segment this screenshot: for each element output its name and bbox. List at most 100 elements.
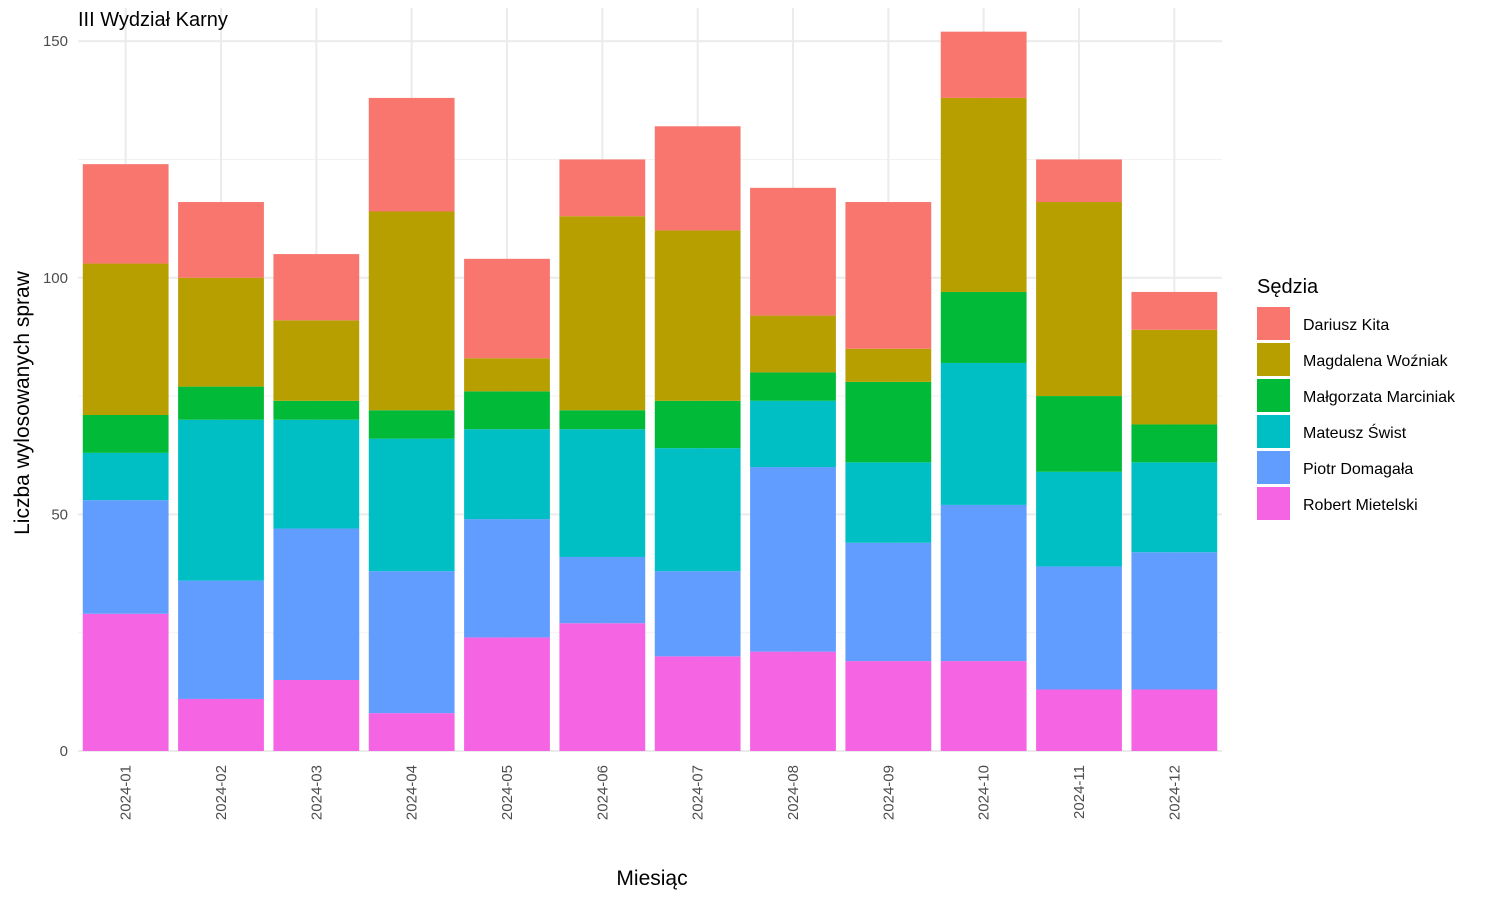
bar-segment — [845, 661, 932, 751]
bar-segment — [654, 571, 741, 657]
bar-segment — [178, 202, 264, 278]
x-tick-label: 2024-02 — [213, 765, 230, 820]
x-tick-label: 2024-10 — [976, 765, 993, 820]
x-tick-label: 2024-07 — [690, 765, 707, 820]
bar-segment — [273, 400, 360, 420]
legend-swatch — [1257, 343, 1290, 376]
bar-segment — [1036, 202, 1122, 397]
bar-segment — [654, 400, 741, 449]
bar-segment — [82, 263, 169, 415]
bar-segment — [559, 556, 646, 624]
bar-segment — [845, 348, 932, 382]
legend-title: Sędzia — [1257, 276, 1319, 298]
legend-label: Piotr Domagała — [1303, 461, 1413, 478]
x-tick-label: 2024-08 — [785, 765, 802, 820]
y-tick-label: 100 — [43, 270, 68, 287]
bar-segment — [273, 528, 360, 681]
bar-segment — [654, 126, 741, 231]
y-axis-ticks: 0 50 100 150 — [43, 33, 68, 760]
bar-segment — [845, 381, 932, 463]
bar-segment — [273, 680, 360, 751]
bar-segment — [1036, 689, 1122, 751]
bar-segment — [464, 258, 550, 359]
bar-segment — [368, 211, 455, 411]
legend-label: Mateusz Świst — [1303, 423, 1407, 442]
bar-segment — [559, 429, 646, 557]
bar-segment — [464, 429, 550, 520]
legend-swatch — [1257, 487, 1290, 520]
bar-segment — [1036, 471, 1122, 567]
bar-segment — [368, 713, 455, 751]
bar-segment — [1036, 159, 1122, 203]
bar-segment — [750, 467, 836, 652]
bar-segment — [1131, 552, 1218, 690]
bar-segment — [464, 519, 550, 638]
bar-segment — [368, 571, 455, 714]
y-tick-label: 0 — [60, 743, 68, 760]
bar-segment — [559, 410, 646, 430]
bar-segment — [368, 97, 455, 212]
bar-segment — [559, 216, 646, 411]
bar-segment — [464, 637, 550, 751]
bar-segment — [1036, 566, 1122, 690]
x-tick-label: 2024-09 — [880, 765, 897, 820]
x-tick-label: 2024-03 — [308, 765, 325, 820]
bar-segment — [1131, 424, 1218, 463]
x-axis-ticks: 2024-01 2024-02 2024-03 2024-04 2024-05 2024-… — [118, 765, 1184, 820]
bar-segment — [273, 320, 360, 401]
bar-segment — [82, 452, 169, 501]
bar-segment — [178, 419, 264, 581]
bar-segment — [845, 462, 932, 543]
bar-segment — [82, 500, 169, 614]
bar-segment — [273, 419, 360, 529]
bar-segment — [178, 277, 264, 387]
bar-segment — [940, 362, 1027, 505]
bar-segment — [845, 202, 932, 349]
legend-label: Robert Mietelski — [1303, 497, 1418, 514]
bar-segment — [940, 291, 1027, 363]
bar-segment — [940, 97, 1027, 292]
x-tick-label: 2024-11 — [1071, 765, 1088, 819]
bar-segment — [464, 391, 550, 430]
bar-segment — [654, 656, 741, 751]
bar-segment — [178, 698, 264, 751]
bar-segment — [178, 386, 264, 420]
bar-segment — [464, 358, 550, 392]
bar-segment — [1036, 396, 1122, 472]
legend: Sędzia Dariusz Kita Magdalena Woźniak Małg… — [1257, 276, 1456, 520]
legend-swatch — [1257, 415, 1290, 448]
bar-segment — [82, 613, 169, 751]
bar-segment — [654, 230, 741, 401]
bar-segment — [273, 254, 360, 321]
legend-swatch — [1257, 379, 1290, 412]
legend-label: Małgorzata Marciniak — [1303, 389, 1456, 406]
bar-segment — [1131, 329, 1218, 425]
bars — [82, 31, 1218, 751]
chart-title: III Wydział Karny — [78, 9, 228, 31]
bar-segment — [940, 504, 1027, 662]
bar-segment — [1131, 689, 1218, 751]
bar-segment — [1131, 291, 1218, 330]
x-axis-title: Miesiąc — [616, 867, 687, 890]
bar-segment — [750, 651, 836, 751]
bar-segment — [82, 414, 169, 453]
bar-segment — [845, 542, 932, 662]
bar-segment — [368, 438, 455, 572]
bar-segment — [940, 31, 1027, 98]
x-tick-label: 2024-01 — [118, 765, 135, 820]
y-axis-title: Liczba wylosowanych spraw — [11, 270, 34, 535]
x-tick-label: 2024-06 — [594, 765, 611, 820]
bar-segment — [940, 661, 1027, 751]
bar-segment — [654, 448, 741, 572]
bar-segment — [750, 187, 836, 316]
y-tick-label: 50 — [51, 506, 68, 523]
bar-segment — [559, 623, 646, 751]
legend-swatch — [1257, 451, 1290, 484]
x-tick-label: 2024-12 — [1166, 765, 1183, 820]
bar-segment — [368, 410, 455, 439]
y-tick-label: 150 — [43, 33, 68, 50]
bar-segment — [559, 159, 646, 217]
legend-label: Magdalena Woźniak — [1303, 353, 1449, 370]
bar-segment — [1131, 462, 1218, 553]
